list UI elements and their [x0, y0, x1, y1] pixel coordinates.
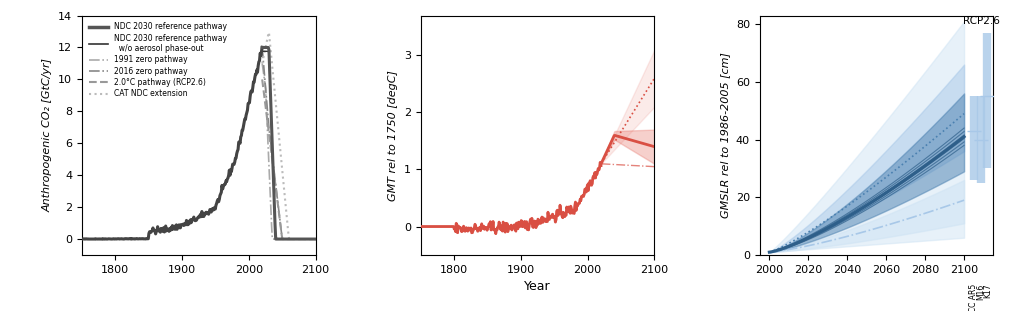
Text: K17: K17 — [983, 284, 992, 299]
Text: M16: M16 — [976, 284, 985, 300]
Y-axis label: GMT rel to 1750 [degC]: GMT rel to 1750 [degC] — [388, 70, 398, 201]
Y-axis label: GMSLR rel to 1986-2005 [cm]: GMSLR rel to 1986-2005 [cm] — [720, 52, 730, 218]
Text: RCP2.6: RCP2.6 — [964, 16, 1000, 26]
X-axis label: Year: Year — [524, 280, 551, 293]
Text: IPCC AR5: IPCC AR5 — [970, 284, 978, 311]
Legend: NDC 2030 reference pathway, NDC 2030 reference pathway
  w/o aerosol phase-out, : NDC 2030 reference pathway, NDC 2030 ref… — [86, 19, 230, 101]
Y-axis label: Anthropogenic CO₂ [GtC/yr]: Anthropogenic CO₂ [GtC/yr] — [43, 58, 52, 212]
